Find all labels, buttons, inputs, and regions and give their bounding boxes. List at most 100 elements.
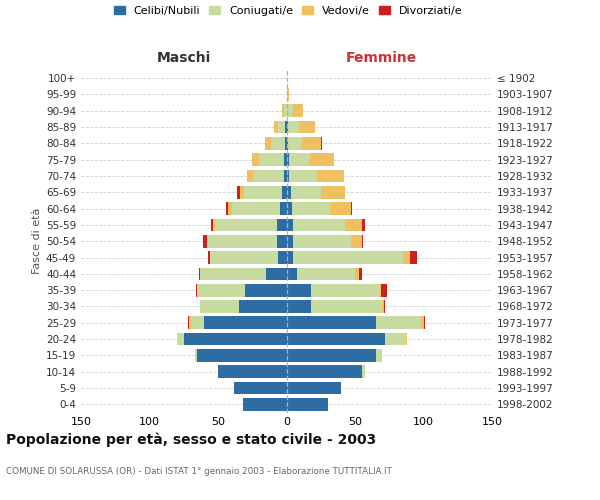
Bar	[189, 316, 191, 329]
Bar	[362, 235, 363, 248]
Bar	[277, 235, 287, 248]
Bar	[287, 349, 376, 362]
Bar	[208, 251, 210, 264]
Bar	[351, 202, 352, 215]
Bar	[287, 300, 311, 313]
Bar	[385, 332, 406, 345]
Bar	[287, 268, 298, 280]
Bar	[280, 202, 287, 215]
Bar	[362, 366, 365, 378]
Bar	[247, 170, 254, 182]
Bar	[311, 284, 380, 296]
Bar	[287, 235, 293, 248]
Bar	[283, 104, 284, 117]
Bar	[191, 316, 204, 329]
Bar	[410, 251, 416, 264]
Bar	[207, 235, 208, 248]
Bar	[215, 218, 277, 232]
Bar	[287, 332, 385, 345]
Bar	[331, 202, 351, 215]
Bar	[287, 202, 292, 215]
Bar	[197, 349, 287, 362]
Bar	[287, 154, 289, 166]
Bar	[197, 284, 245, 296]
Bar	[211, 218, 212, 232]
Bar	[287, 137, 288, 150]
Bar	[403, 251, 410, 264]
Bar	[382, 300, 384, 313]
Bar	[212, 218, 215, 232]
Bar	[287, 251, 293, 264]
Bar	[290, 186, 321, 198]
Bar	[284, 170, 287, 182]
Bar	[285, 137, 287, 150]
Bar	[195, 349, 197, 362]
Bar	[184, 332, 287, 345]
Bar	[321, 137, 322, 150]
Bar	[288, 137, 302, 150]
Bar	[321, 186, 346, 198]
Bar	[287, 398, 328, 410]
Bar	[188, 316, 189, 329]
Bar	[299, 120, 315, 134]
Bar	[287, 170, 289, 182]
Bar	[376, 316, 421, 329]
Bar	[237, 186, 240, 198]
Bar	[317, 170, 344, 182]
Bar	[287, 284, 311, 296]
Bar	[245, 284, 287, 296]
Bar	[293, 104, 303, 117]
Bar	[200, 300, 239, 313]
Bar	[287, 382, 341, 394]
Bar	[380, 284, 381, 296]
Bar	[252, 154, 259, 166]
Bar	[204, 316, 287, 329]
Text: COMUNE DI SOLARUSSA (OR) - Dati ISTAT 1° gennaio 2003 - Elaborazione TUTTITALIA.: COMUNE DI SOLARUSSA (OR) - Dati ISTAT 1°…	[6, 468, 392, 476]
Bar	[376, 349, 382, 362]
Bar	[302, 137, 321, 150]
Bar	[287, 88, 288, 101]
Legend: Celibi/Nubili, Coniugati/e, Vedovi/e, Divorziati/e: Celibi/Nubili, Coniugati/e, Vedovi/e, Di…	[113, 6, 463, 16]
Y-axis label: Fasce di età: Fasce di età	[32, 208, 42, 274]
Bar	[289, 170, 317, 182]
Bar	[421, 316, 424, 329]
Bar	[351, 235, 362, 248]
Bar	[199, 268, 200, 280]
Bar	[293, 218, 346, 232]
Bar	[287, 104, 293, 117]
Bar	[424, 316, 425, 329]
Bar	[271, 137, 285, 150]
Bar	[277, 218, 287, 232]
Bar	[226, 202, 227, 215]
Text: Femmine: Femmine	[346, 51, 416, 65]
Bar	[278, 120, 285, 134]
Bar	[346, 218, 362, 232]
Bar	[203, 235, 207, 248]
Bar	[293, 251, 403, 264]
Bar	[288, 88, 289, 101]
Bar	[259, 154, 284, 166]
Bar	[278, 251, 287, 264]
Bar	[208, 235, 277, 248]
Bar	[287, 186, 290, 198]
Bar	[384, 300, 385, 313]
Bar	[210, 251, 278, 264]
Bar	[274, 120, 278, 134]
Bar	[381, 284, 386, 296]
Bar	[283, 186, 287, 198]
Bar	[239, 300, 287, 313]
Bar	[287, 316, 376, 329]
Bar	[232, 202, 280, 215]
Bar	[406, 332, 407, 345]
Bar	[254, 170, 284, 182]
Bar	[227, 202, 232, 215]
Bar	[310, 154, 334, 166]
Bar	[288, 120, 299, 134]
Text: Popolazione per età, sesso e stato civile - 2003: Popolazione per età, sesso e stato civil…	[6, 432, 376, 447]
Bar	[287, 218, 293, 232]
Bar	[218, 366, 287, 378]
Text: Maschi: Maschi	[157, 51, 211, 65]
Bar	[362, 218, 365, 232]
Bar	[244, 186, 283, 198]
Bar	[284, 154, 287, 166]
